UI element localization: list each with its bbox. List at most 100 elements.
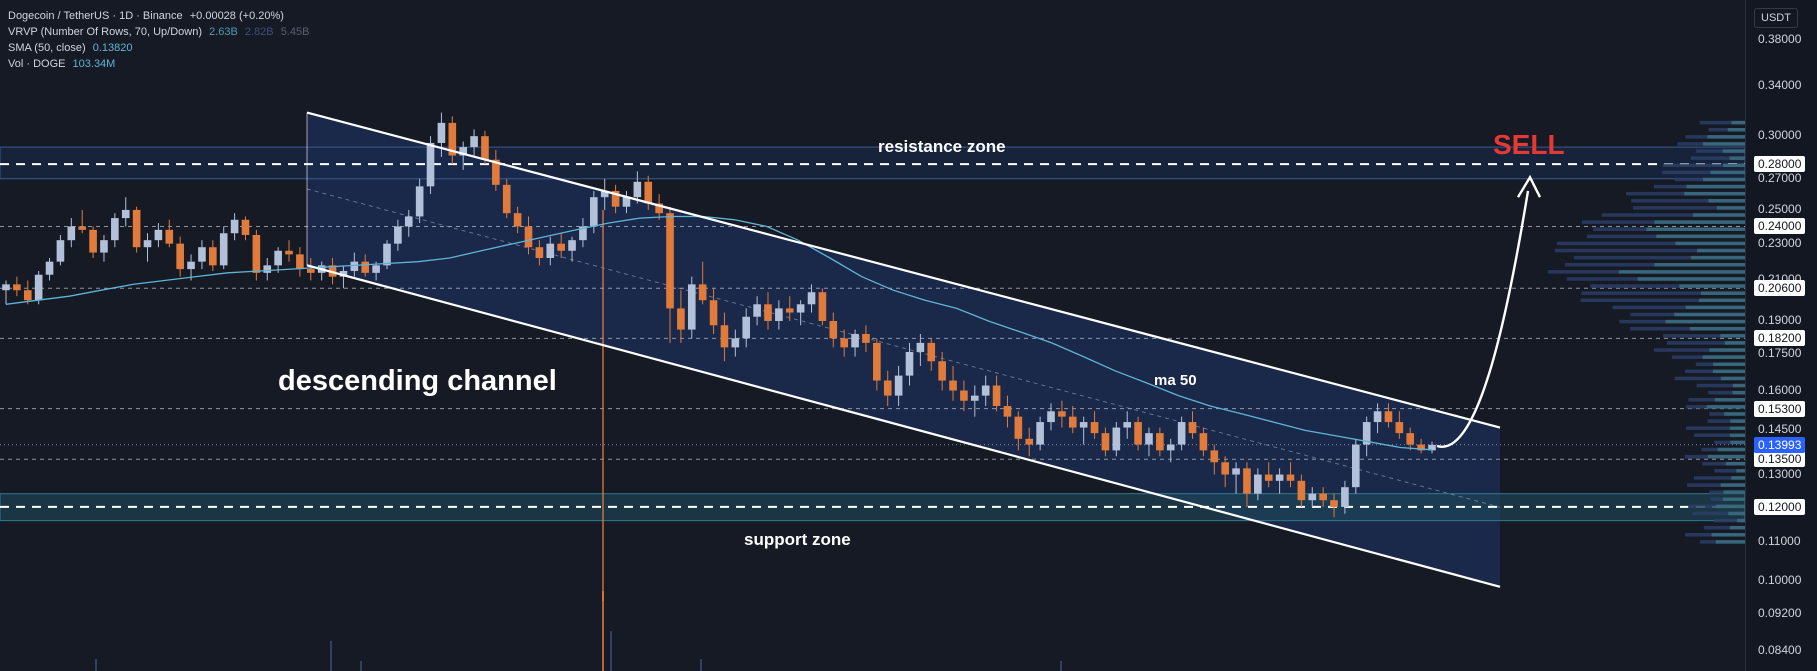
profile-row-down	[1662, 170, 1745, 175]
candle-body	[241, 219, 250, 235]
level-label-1: 0.24000	[1754, 218, 1806, 235]
profile-row-down	[1581, 291, 1745, 295]
support-zone-label: support zone	[744, 530, 851, 549]
candle-body	[1406, 433, 1415, 445]
profile-row-up	[1729, 433, 1745, 438]
profile-row-down	[1692, 511, 1745, 516]
y-tick-12: 0.11000	[1758, 534, 1801, 549]
candle-body	[1156, 433, 1164, 451]
profile-row-up	[1716, 504, 1745, 509]
candle-body	[916, 342, 925, 352]
candle-body	[1068, 416, 1077, 428]
profile-row-up	[1729, 426, 1745, 430]
price-chart[interactable]: resistance zone support zone descending ch…	[0, 0, 1745, 671]
y-tick-11: 0.13000	[1758, 466, 1802, 481]
candle-body	[198, 247, 206, 262]
candle-body	[143, 240, 152, 248]
profile-row-up	[1730, 419, 1745, 423]
price-axis[interactable]: USDT 0.38000 0.34000 0.30000 0.27000 0.25000…	[1745, 0, 1817, 671]
legend-symbol[interactable]: Dogecoin / TetherUS · 1D · Binance	[8, 10, 183, 22]
candle-body	[698, 284, 707, 301]
candle-body	[176, 243, 184, 270]
candle-body	[600, 190, 609, 198]
candle-body	[492, 159, 500, 185]
profile-row-down	[1631, 199, 1745, 203]
candle-body	[350, 261, 359, 271]
candle-body	[992, 385, 1001, 406]
candle-body	[121, 209, 130, 219]
profile-row-down	[1612, 305, 1745, 310]
candle-body	[1319, 493, 1327, 501]
profile-row-up	[1654, 263, 1745, 267]
profile-row-up	[1713, 362, 1745, 366]
legend-sma-row[interactable]: SMA (50, close) 0.13820	[8, 40, 309, 56]
candle-body	[785, 308, 794, 313]
level-label-3: 0.18200	[1754, 330, 1806, 347]
candle-body	[372, 265, 380, 273]
candle-body	[459, 147, 468, 156]
candle-body	[1351, 444, 1360, 488]
profile-row-down	[1662, 163, 1745, 168]
legend-change: +0.00028 (+0.20%)	[189, 10, 284, 22]
candle-body	[590, 197, 598, 227]
candle-body	[1210, 450, 1219, 463]
forecast-arrow	[1436, 190, 1530, 448]
profile-row-down	[1554, 248, 1745, 253]
sma-line	[5, 215, 1433, 451]
profile-row-up	[1715, 540, 1745, 544]
profile-row-up	[1646, 227, 1745, 231]
y-tick-9: 0.16000	[1758, 382, 1802, 397]
candle-body	[938, 361, 946, 381]
profile-row-up	[1724, 412, 1745, 416]
legend-vol-label: Vol · DOGE	[8, 58, 66, 70]
profile-row-up	[1714, 398, 1745, 402]
y-tick-14: 0.09200	[1758, 606, 1802, 621]
profile-row-up	[1702, 355, 1745, 359]
profile-row-down	[1674, 376, 1745, 381]
y-tick-1: 0.34000	[1758, 77, 1802, 92]
candle-body	[731, 338, 740, 348]
profile-row-up	[1717, 447, 1745, 452]
candle-body	[546, 243, 555, 258]
candle-body	[481, 136, 489, 160]
candle-body	[394, 226, 402, 244]
candle-body	[1264, 474, 1273, 481]
legend-vol-row[interactable]: Vol · DOGE 103.34M	[8, 56, 309, 72]
candle-body	[252, 234, 261, 273]
currency-button[interactable]: USDT	[1754, 8, 1798, 28]
profile-row-down	[1699, 120, 1745, 125]
candle-body	[513, 213, 522, 227]
y-tick-2: 0.30000	[1758, 128, 1802, 143]
candle-body	[1112, 427, 1121, 451]
profile-row-up	[1732, 383, 1745, 388]
channel-midline	[306, 188, 1501, 508]
candle-body	[894, 375, 903, 396]
candle-body	[448, 122, 457, 156]
candle-body	[633, 181, 642, 198]
candle-body	[154, 229, 163, 241]
legend-vrvp-row[interactable]: VRVP (Number Of Rows, 70, Up/Down) 2.63B…	[8, 24, 309, 40]
profile-row-down	[1556, 241, 1745, 246]
legend-vrvp-v2: 2.82B	[244, 26, 274, 38]
candle-body	[1025, 438, 1034, 445]
y-tick-5: 0.23000	[1758, 235, 1802, 250]
profile-row-up	[1710, 170, 1745, 175]
y-tick-13: 0.10000	[1758, 572, 1802, 587]
candle-body	[361, 261, 370, 273]
candle-body	[187, 261, 195, 270]
legend-vrvp-label: VRVP (Number Of Rows, 70, Up/Down)	[8, 26, 202, 38]
candle-body	[753, 304, 761, 317]
candle-body	[1395, 422, 1404, 434]
profile-row-up	[1685, 305, 1745, 310]
profile-row-up	[1618, 270, 1745, 274]
profile-row-down	[1708, 390, 1745, 395]
chart-area[interactable]: resistance zone support zone descending ch…	[0, 0, 1745, 671]
candle-body	[764, 304, 772, 321]
candle-body	[502, 184, 511, 214]
volume-bar	[610, 631, 612, 671]
candle-body	[655, 203, 663, 214]
candle-body	[339, 270, 348, 277]
candle-body	[1145, 433, 1153, 445]
volume-bars	[95, 591, 1062, 671]
candle-body	[775, 308, 783, 321]
